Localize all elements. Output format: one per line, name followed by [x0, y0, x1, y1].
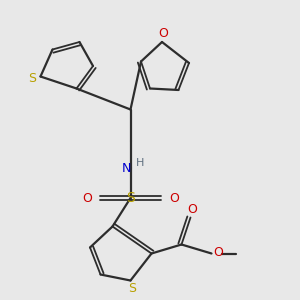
Text: O: O — [169, 191, 179, 205]
Text: O: O — [82, 191, 92, 205]
Text: S: S — [126, 191, 135, 205]
Text: S: S — [28, 71, 36, 85]
Text: O: O — [187, 202, 197, 216]
Text: O: O — [159, 27, 168, 40]
Text: S: S — [128, 282, 136, 296]
Text: O: O — [213, 245, 223, 259]
Text: N: N — [122, 161, 132, 175]
Text: H: H — [136, 158, 144, 168]
